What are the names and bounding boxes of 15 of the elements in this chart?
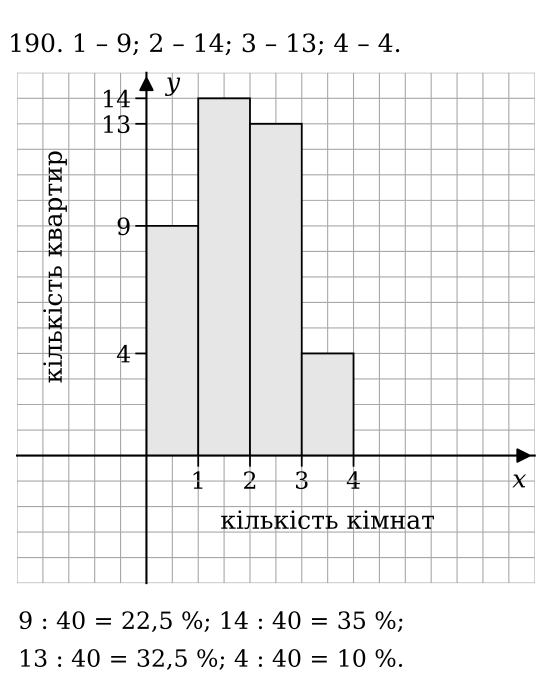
y-axis-title: кількість квартир [43, 151, 67, 382]
text: 9 : 40 = 22,5 %; 14 : 40 = 35 %; [20, 611, 402, 632]
text: 13 : 40 = 32,5 %; 4 : 40 = 10 %. [21, 649, 402, 670]
y-tick-label: 9 [118, 217, 130, 236]
y-tick-label: 13 [104, 115, 130, 134]
annotation: x [512, 474, 526, 488]
x-tick-label: 2 [244, 471, 256, 489]
x-axis-title: кількість кімнат [221, 510, 434, 530]
y-tick-label: 4 [116, 344, 130, 362]
x-tick-label: 3 [296, 471, 308, 490]
annotation: y [164, 77, 180, 96]
x-tick-label: 1 [194, 471, 202, 489]
y-tick-label: 14 [104, 90, 130, 108]
x-tick-label: 4 [346, 471, 360, 489]
chart-title: 190. 1 – 9; 2 – 14; 3 – 13; 4 – 4. [11, 33, 400, 56]
